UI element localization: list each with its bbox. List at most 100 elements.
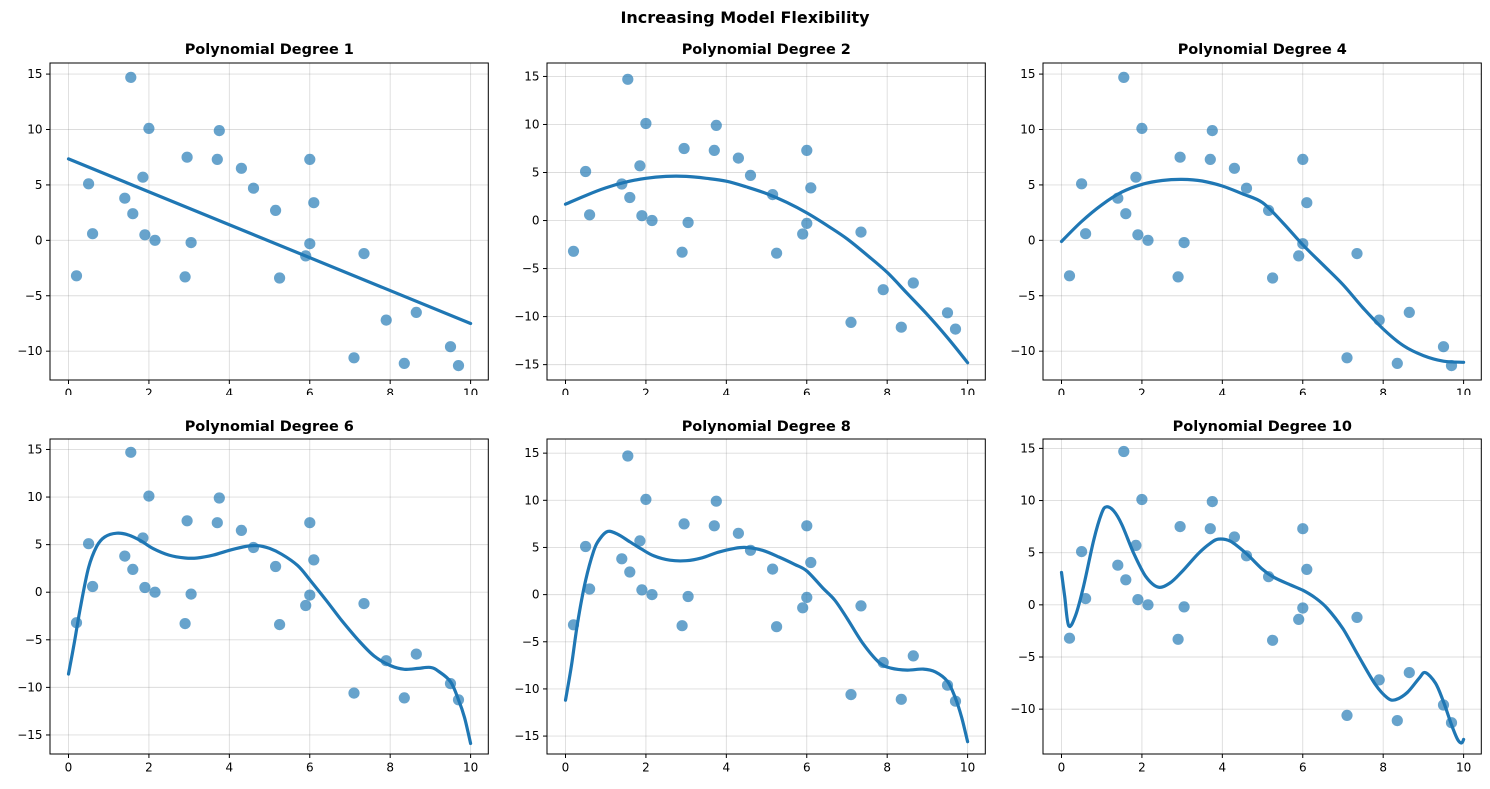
data-point — [179, 271, 191, 283]
plot-canvas-degree-4: 0 2 4 6 8 10 15 10 5 0 −5 −10 Polynomial Degree 4 — [1011, 42, 1483, 395]
axes-background — [546, 439, 985, 754]
tick-marks — [1039, 447, 1465, 758]
data-point — [1293, 250, 1305, 262]
data-point — [1297, 602, 1309, 614]
axes-spines — [1042, 438, 1483, 755]
tick-marks — [542, 75, 968, 384]
data-point — [732, 527, 744, 539]
data-point — [1120, 574, 1132, 586]
x-tick-label: 2 — [642, 760, 650, 774]
subplot-title: Polynomial Degree 2 — [681, 42, 850, 58]
axes-spines — [546, 62, 986, 381]
y-tick-label: 10 — [524, 493, 539, 507]
data-point — [845, 688, 857, 701]
data-point — [125, 446, 137, 458]
data-point — [119, 192, 131, 204]
data-point — [1120, 208, 1132, 220]
axes-spines — [49, 62, 489, 381]
data-point — [304, 238, 316, 250]
axes-spines — [546, 438, 986, 755]
data-point — [1207, 496, 1219, 508]
data-point — [235, 524, 247, 537]
data-point — [181, 515, 193, 527]
x-tick-label: 8 — [386, 760, 394, 774]
x-tick-label: 4 — [226, 386, 234, 395]
data-point — [304, 589, 316, 601]
tick-marks — [1039, 73, 1465, 384]
data-point — [1132, 229, 1144, 241]
data-point — [1205, 153, 1217, 166]
plot-area: 0 2 4 6 8 10 15 10 5 0 −5 −10 — [1011, 438, 1483, 774]
data-point — [804, 182, 817, 194]
data-point — [308, 197, 320, 209]
data-point — [1132, 594, 1144, 606]
data-point — [633, 160, 646, 172]
y-tick-label: 15 — [524, 69, 539, 83]
x-tick-label: 4 — [1219, 760, 1227, 774]
data-point — [125, 71, 137, 84]
y-tick-label: 0 — [1028, 598, 1036, 612]
data-point — [380, 314, 392, 326]
plot-canvas-degree-1: 0 2 4 6 8 10 15 10 5 0 −5 −10 Polynomial Degree 1 — [17, 42, 489, 395]
data-point — [211, 517, 223, 529]
data-point — [1064, 270, 1076, 282]
axes-background — [49, 439, 489, 754]
gridlines — [1043, 63, 1482, 380]
fit-curve — [1060, 505, 1466, 745]
data-point — [1267, 634, 1279, 646]
data-point — [855, 600, 867, 612]
y-tick-label: 5 — [1028, 546, 1036, 560]
data-point — [410, 306, 422, 318]
x-tick-label: 6 — [1299, 386, 1307, 395]
x-tick-label: 0 — [65, 760, 73, 774]
data-point — [127, 563, 139, 576]
y-tick-label: 5 — [1028, 178, 1036, 192]
data-point — [143, 490, 155, 502]
data-point — [678, 142, 690, 155]
y-tick-label: 0 — [1028, 233, 1036, 247]
data-point — [1392, 714, 1404, 727]
data-point — [1136, 493, 1148, 506]
subplot-title: Polynomial Degree 6 — [185, 419, 354, 435]
axes-spines — [49, 438, 489, 755]
tick-labels: 0 2 4 6 8 10 15 10 5 0 −5 −10 — [17, 67, 478, 395]
x-tick-label: 0 — [65, 386, 73, 395]
data-point — [86, 580, 99, 593]
data-point — [579, 165, 591, 178]
data-point — [82, 538, 95, 550]
plot-area: 0 2 4 6 8 10 15 10 5 0 −5 −10 −15 — [514, 62, 986, 395]
y-tick-label: −5 — [25, 633, 43, 647]
data-point — [770, 621, 782, 633]
y-tick-label: 5 — [35, 178, 43, 192]
axes-background — [1043, 439, 1482, 754]
data-point — [1064, 632, 1076, 644]
data-point — [1174, 521, 1187, 533]
data-point — [796, 228, 808, 240]
data-point — [1172, 271, 1185, 283]
data-point — [1205, 523, 1217, 535]
axes-background — [1043, 63, 1482, 380]
data-point — [1263, 204, 1275, 216]
axes-background — [546, 63, 985, 380]
data-point — [1241, 182, 1253, 194]
data-point — [1118, 445, 1130, 458]
data-point — [410, 648, 422, 660]
subplot-degree-8: 0 2 4 6 8 10 15 10 5 0 −5 −10 −15 Polynomial Degree … — [497, 395, 994, 789]
data-point — [1351, 611, 1363, 623]
data-point — [1373, 674, 1386, 686]
tick-labels: 0 2 4 6 8 10 15 10 5 0 −5 −10 −15 — [514, 69, 975, 395]
y-tick-label: −5 — [25, 289, 43, 303]
data-point — [70, 270, 83, 282]
data-point — [639, 493, 652, 506]
y-tick-label: −10 — [514, 310, 539, 324]
data-point — [579, 540, 591, 553]
data-point — [845, 316, 857, 328]
y-tick-label: 10 — [27, 123, 42, 137]
y-tick-label: −5 — [1018, 650, 1036, 664]
data-point — [119, 550, 131, 562]
data-point — [800, 144, 813, 157]
data-point — [710, 495, 722, 507]
plot-canvas-degree-8: 0 2 4 6 8 10 15 10 5 0 −5 −10 −15 Polynomial Degree … — [514, 419, 986, 774]
data-point — [444, 341, 457, 353]
